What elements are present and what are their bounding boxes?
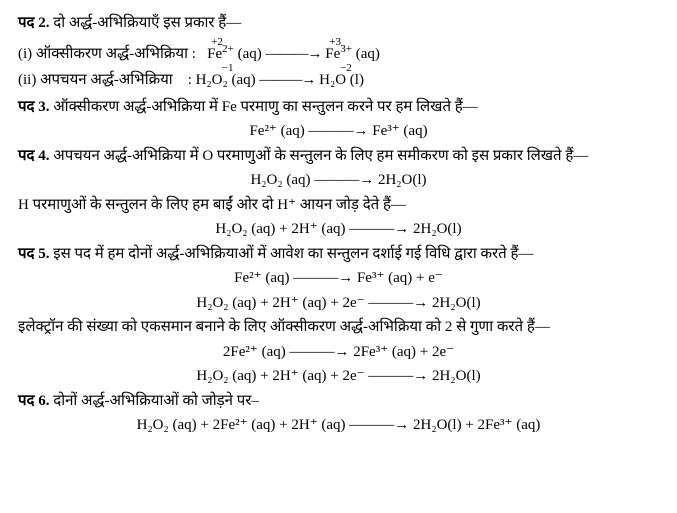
- step2-i-rhs-state: (aq): [356, 46, 380, 62]
- step2-i-os1: +2: [211, 34, 223, 51]
- step2-ii-lhs-state: (aq): [231, 72, 255, 88]
- arrow: ———→: [259, 69, 315, 92]
- step3-eq: Fe²⁺ (aq) ———→ Fe³⁺ (aq): [18, 120, 659, 143]
- step5-text1: इस पद में हम दोनों अर्द्ध-अभिक्रियाओं मे…: [53, 246, 533, 262]
- step2-i-rhs-sup: 3+: [340, 43, 352, 55]
- step3-heading: पद 3.: [18, 99, 50, 115]
- step-2: पद 2. दो अर्द्ध-अभिक्रियाएँ इस प्रकार है…: [18, 12, 659, 35]
- step2-ii-label: (ii): [18, 72, 36, 88]
- step2-ii-eq: H₂O₂ −1 (aq) ———→ H₂O −2 (l): [196, 72, 364, 88]
- step5-eq1: Fe²⁺ (aq) ———→ Fe³⁺ (aq) + e⁻: [18, 267, 659, 290]
- step4-text2: H परमाणुओं के सन्तुलन के लिए हम बाईं ओर …: [18, 194, 659, 217]
- step4-eq1: H₂O₂ (aq) ———→ 2H₂O(l): [18, 169, 659, 192]
- step2-ii-rhs-state: (l): [350, 72, 364, 88]
- step2-i-label: (i): [18, 46, 32, 62]
- step2-heading: पद 2.: [18, 15, 50, 31]
- step5-eq3: 2Fe²⁺ (aq) ———→ 2Fe³⁺ (aq) + 2e⁻: [18, 341, 659, 364]
- step4-text1: अपचयन अर्द्ध-अभिक्रिया में O परमाणुओं के…: [53, 148, 588, 164]
- arrow: ———→: [266, 43, 322, 66]
- step5-eq4: H₂O₂ (aq) + 2H⁺ (aq) + 2e⁻ ———→ 2H₂O(l): [18, 365, 659, 388]
- step2-ii-colon: :: [188, 72, 192, 88]
- step2-ii-text: अपचयन अर्द्ध-अभिक्रिया: [40, 72, 173, 88]
- step5-heading: पद 5.: [18, 246, 50, 262]
- step6-eq: H₂O₂ (aq) + 2Fe²⁺ (aq) + 2H⁺ (aq) ———→ 2…: [18, 414, 659, 437]
- step2-text: दो अर्द्ध-अभिक्रियाएँ इस प्रकार हैं—: [53, 15, 241, 31]
- step4-heading: पद 4.: [18, 148, 50, 164]
- step2-reduction-row: (ii) अपचयन अर्द्ध-अभिक्रिया : H₂O₂ −1 (a…: [18, 69, 659, 92]
- step-4: पद 4. अपचयन अर्द्ध-अभिक्रिया में O परमाण…: [18, 145, 659, 168]
- step2-oxidation-row: (i) ऑक्सीकरण अर्द्ध-अभिक्रिया : +2 Fe2+ …: [18, 41, 659, 66]
- step6-text: दोनों अर्द्ध-अभिक्रियाओं को जोड़ने पर–: [53, 393, 259, 409]
- step-3: पद 3. ऑक्सीकरण अर्द्ध-अभिक्रिया में Fe प…: [18, 96, 659, 119]
- step5-eq2: H₂O₂ (aq) + 2H⁺ (aq) + 2e⁻ ———→ 2H₂O(l): [18, 292, 659, 315]
- step2-i-os2: +3: [329, 34, 341, 51]
- step2-i-lhs-sup: 2+: [222, 43, 234, 55]
- step2-i-lhs-state: (aq): [238, 46, 262, 62]
- step2-ii-os2: −2: [340, 60, 352, 77]
- step5-text2: इलेक्ट्रॉन की संख्या को एकसमान बनाने के …: [18, 316, 659, 339]
- step6-heading: पद 6.: [18, 393, 50, 409]
- step2-i-text: ऑक्सीकरण अर्द्ध-अभिक्रिया :: [36, 46, 196, 62]
- step2-ii-os1: −1: [222, 60, 234, 77]
- step-6: पद 6. दोनों अर्द्ध-अभिक्रियाओं को जोड़ने…: [18, 390, 659, 413]
- step-5: पद 5. इस पद में हम दोनों अर्द्ध-अभिक्रिय…: [18, 243, 659, 266]
- step4-eq2: H₂O₂ (aq) + 2H⁺ (aq) ———→ 2H₂O(l): [18, 218, 659, 241]
- step3-text: ऑक्सीकरण अर्द्ध-अभिक्रिया में Fe परमाणु …: [53, 99, 477, 115]
